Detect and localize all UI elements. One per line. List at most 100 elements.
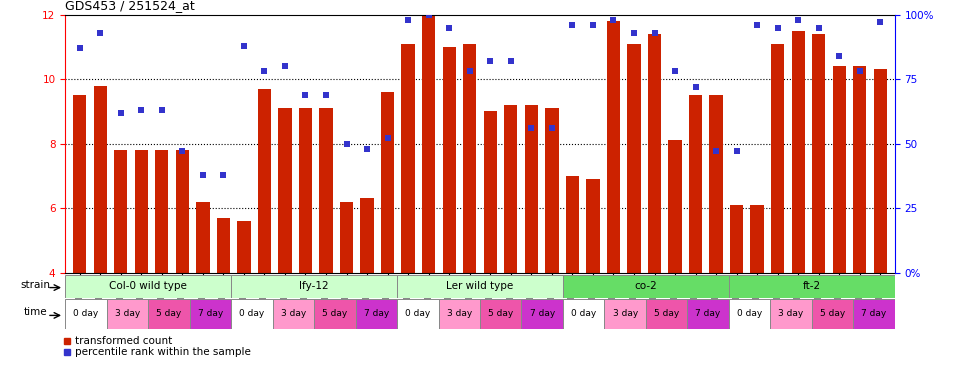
Point (256, 68, 272, 74)
Point (790, 17, 805, 23)
Point (400, 17, 416, 23)
Text: 7 day: 7 day (695, 309, 721, 318)
Text: 0 day: 0 day (405, 309, 430, 318)
Point (523, 125, 539, 131)
Text: 7 day: 7 day (364, 309, 389, 318)
Bar (422, 15, 435, 273)
Text: 3 day: 3 day (612, 309, 637, 318)
Bar (792, 31, 804, 273)
Bar (525, 105, 538, 273)
Text: 0 day: 0 day (737, 309, 762, 318)
Text: transformed count: transformed count (75, 336, 172, 346)
Bar (668, 141, 682, 273)
Point (462, 68, 477, 74)
Point (133, 107, 149, 113)
Bar (299, 108, 312, 273)
Text: 3 day: 3 day (115, 309, 140, 318)
Text: co-2: co-2 (635, 281, 658, 291)
Text: 5 day: 5 day (488, 309, 514, 318)
Bar (646, 299, 687, 329)
Bar (587, 179, 600, 273)
Text: 3 day: 3 day (280, 309, 306, 318)
Point (873, 19, 888, 25)
Text: Col-0 wild type: Col-0 wild type (109, 281, 187, 291)
Text: 3 day: 3 day (446, 309, 472, 318)
Bar (65, 275, 231, 298)
Point (319, 92, 334, 98)
Bar (114, 150, 128, 273)
Point (277, 63, 293, 69)
Text: 7 day: 7 day (198, 309, 223, 318)
Point (483, 58, 498, 64)
Point (339, 141, 354, 146)
Bar (648, 34, 661, 273)
Point (359, 146, 374, 152)
Point (688, 84, 704, 90)
Bar (853, 66, 867, 273)
Bar (73, 95, 86, 273)
Bar (607, 21, 620, 273)
Point (770, 25, 785, 30)
Bar (504, 105, 517, 273)
Bar (148, 299, 190, 329)
Bar (729, 275, 895, 298)
Bar (545, 108, 559, 273)
Point (852, 68, 868, 74)
Text: strain: strain (21, 280, 51, 290)
Point (729, 149, 744, 154)
Bar (196, 202, 209, 273)
Bar (480, 299, 521, 329)
Bar (605, 299, 646, 329)
Text: time: time (24, 307, 48, 317)
Bar (190, 299, 231, 329)
Bar (853, 299, 895, 329)
Bar (360, 198, 373, 273)
Bar (273, 299, 314, 329)
Text: ft-2: ft-2 (803, 281, 821, 291)
Point (667, 68, 683, 74)
Text: 0 day: 0 day (239, 309, 265, 318)
Text: 5 day: 5 day (820, 309, 845, 318)
Point (72, 45, 87, 51)
Text: GDS453 / 251524_at: GDS453 / 251524_at (65, 0, 195, 12)
Point (195, 172, 210, 178)
Text: 5 day: 5 day (323, 309, 348, 318)
Point (503, 58, 518, 64)
Text: Ler wild type: Ler wild type (446, 281, 514, 291)
Point (421, 12, 437, 18)
Point (442, 25, 457, 30)
Bar (314, 299, 355, 329)
Text: 7 day: 7 day (530, 309, 555, 318)
Text: 0 day: 0 day (73, 309, 99, 318)
Bar (439, 299, 480, 329)
Bar (320, 108, 333, 273)
Bar (237, 221, 251, 273)
Bar (771, 44, 784, 273)
Text: 5 day: 5 day (156, 309, 181, 318)
Bar (278, 108, 292, 273)
Bar (257, 89, 271, 273)
Bar (627, 44, 640, 273)
Bar (340, 202, 353, 273)
Bar (65, 299, 107, 329)
Bar (176, 150, 189, 273)
Bar (397, 275, 563, 298)
Point (626, 30, 641, 36)
Point (586, 22, 601, 28)
Point (544, 125, 560, 131)
Point (155, 107, 170, 113)
Bar (355, 299, 397, 329)
Bar (687, 299, 729, 329)
Text: 5 day: 5 day (654, 309, 680, 318)
Point (236, 43, 252, 49)
Bar (770, 299, 812, 329)
Bar (401, 44, 415, 273)
Bar (231, 299, 273, 329)
Bar (689, 95, 703, 273)
Point (708, 149, 724, 154)
Point (811, 25, 827, 30)
Bar (563, 299, 605, 329)
Bar (156, 150, 168, 273)
Point (216, 172, 231, 178)
Point (647, 30, 662, 36)
